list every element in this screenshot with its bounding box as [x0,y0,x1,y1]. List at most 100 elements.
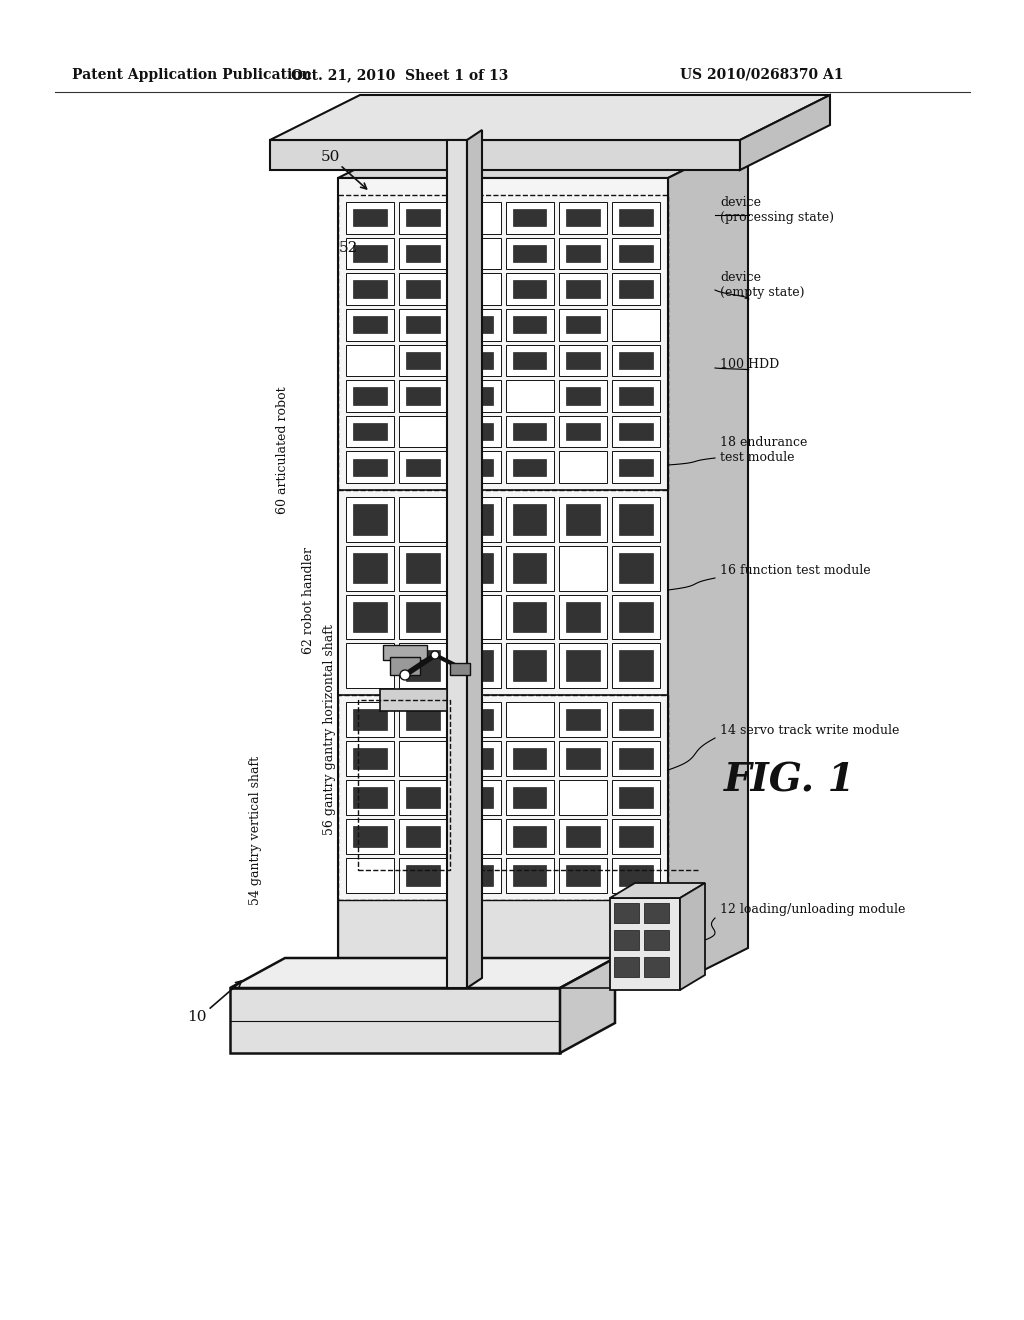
Bar [453,380,501,412]
Bar [611,498,660,541]
Bar [353,787,387,808]
Bar [399,273,447,305]
Polygon shape [560,958,615,1053]
Bar [460,315,494,333]
Bar [346,345,394,376]
Bar [338,195,668,490]
Bar [611,416,660,447]
Bar [620,553,652,583]
Bar [559,345,607,376]
Bar [559,858,607,894]
Bar [566,280,600,297]
Bar [620,244,652,263]
Bar [399,498,447,541]
Bar [353,244,387,263]
Bar [506,345,554,376]
Bar [338,178,668,987]
Bar [611,643,660,688]
Bar [611,451,660,483]
Bar [559,780,607,814]
Bar [460,351,494,368]
Bar [614,903,639,923]
Bar [620,602,652,632]
Bar [506,309,554,341]
Bar [407,865,440,886]
Bar [460,504,494,535]
Bar [399,545,447,590]
Bar [513,651,547,681]
Bar [611,858,660,894]
Bar [399,416,447,447]
Bar [506,380,554,412]
Bar [506,545,554,590]
Bar [566,826,600,846]
Bar [353,709,387,730]
Bar [399,818,447,854]
Bar [353,826,387,846]
Bar [346,380,394,412]
Bar [460,387,494,404]
Text: FIG. 1: FIG. 1 [724,762,856,799]
Bar [559,451,607,483]
Bar [559,309,607,341]
Bar [353,458,387,475]
Text: Patent Application Publication: Patent Application Publication [72,69,311,82]
Bar [346,780,394,814]
Bar [644,931,669,950]
Bar [460,651,494,681]
Bar [453,858,501,894]
Bar [407,458,440,475]
Bar [380,689,447,711]
Bar [346,309,394,341]
Bar [611,380,660,412]
Bar [407,787,440,808]
Bar [611,273,660,305]
Bar [399,741,447,776]
Bar [513,422,547,440]
Bar [460,458,494,475]
Bar [399,858,447,894]
Bar [407,210,440,227]
Bar [407,387,440,404]
Bar [399,702,447,737]
Bar [513,458,547,475]
Bar [513,826,547,846]
Bar [611,818,660,854]
Bar [513,865,547,886]
Bar [353,315,387,333]
Bar [407,553,440,583]
Bar [460,787,494,808]
Bar [566,748,600,768]
Bar [611,702,660,737]
Bar [620,748,652,768]
Bar [506,818,554,854]
Bar [346,238,394,269]
Bar [513,210,547,227]
Bar [559,702,607,737]
Bar [399,345,447,376]
Bar [611,741,660,776]
Text: 14 servo track write module: 14 servo track write module [720,723,899,737]
Text: 12 loading/unloading module: 12 loading/unloading module [720,903,905,916]
Bar [353,422,387,440]
Text: 18 endurance
test module: 18 endurance test module [720,436,807,465]
Bar [566,504,600,535]
Bar [346,202,394,234]
Bar [644,957,669,977]
Bar [346,818,394,854]
Bar [407,651,440,681]
Bar [611,202,660,234]
Bar [453,780,501,814]
Bar [506,643,554,688]
Bar [644,903,669,923]
Bar [338,696,668,900]
Bar [407,244,440,263]
Bar [390,657,420,675]
Bar [453,416,501,447]
Bar [346,858,394,894]
Text: 54 gantry vertical shaft: 54 gantry vertical shaft [249,755,261,904]
Bar [399,780,447,814]
Bar [611,238,660,269]
Bar [407,280,440,297]
Bar [506,273,554,305]
